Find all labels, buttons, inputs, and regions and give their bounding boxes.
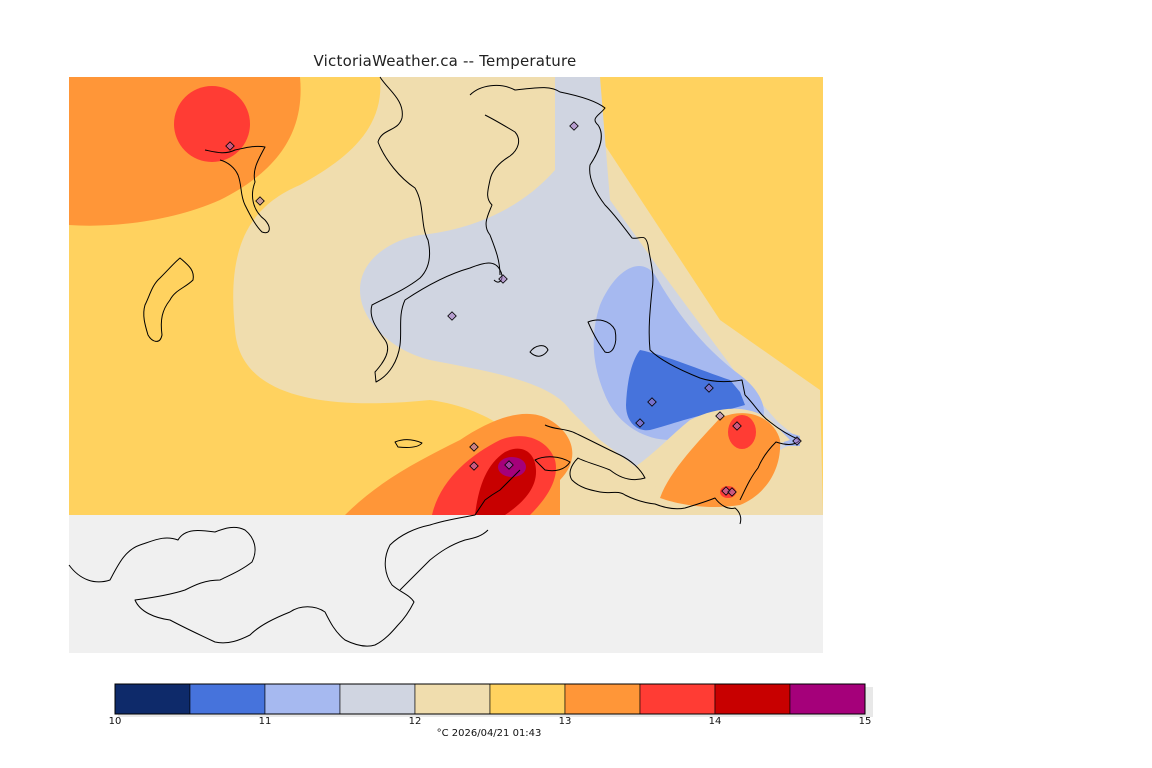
map-title: VictoriaWeather.ca -- Temperature [313,52,577,70]
contour-14-5-15-south [498,457,526,477]
coastline-olympic-inlet [399,529,489,591]
coastline-gulf-islands [484,114,520,276]
station-marker[interactable] [504,460,514,470]
coastline-small-islet-1 [587,319,617,354]
coastline-inner-islet [143,257,194,342]
colorbar-segment [639,683,716,715]
coastline-small-islet-2 [529,345,549,357]
coastline-olympic-north [68,469,521,647]
contour-13-5-14-northwest [174,86,250,162]
colorbar-segment [339,683,416,715]
station-marker[interactable] [225,141,235,151]
coastline-saanich-peninsula [370,76,503,383]
colorbar-segment [114,683,191,715]
contour-13-5-14-southeast [728,415,756,449]
temperature-contours [69,77,823,515]
coastline-victoria-harbour [534,456,571,472]
colorbar-segment [564,683,641,715]
weather-stations [225,121,802,497]
coastline-small-islet-3 [394,439,423,448]
station-marker[interactable] [792,436,802,446]
colorbar-segment [414,683,491,715]
station-marker[interactable] [635,418,645,428]
station-marker[interactable] [569,121,579,131]
colorbar-segment [714,683,791,715]
station-marker[interactable] [498,274,508,284]
station-marker[interactable] [732,421,742,431]
coastlines [68,76,801,647]
station-marker[interactable] [647,397,657,407]
coastline-saltspring-island [469,84,746,396]
colorbar [114,683,866,715]
colorbar-segment [264,683,341,715]
colorbar-segment [189,683,266,715]
station-marker[interactable] [469,442,479,452]
station-marker[interactable] [727,487,737,497]
coastline-east-saanich [739,394,801,501]
station-marker[interactable] [721,486,731,496]
station-marker[interactable] [469,461,479,471]
colorbar-segment [789,683,866,715]
colorbar-segment [489,683,566,715]
station-marker[interactable] [447,311,457,321]
coastline-vancouver-island-north [204,145,270,234]
station-marker[interactable] [704,383,714,393]
station-marker[interactable] [715,411,725,421]
contour-10-5-11 [626,350,745,431]
station-marker[interactable] [255,196,265,206]
coastline-victoria-south [544,424,742,525]
colorbar-frame [114,683,866,715]
